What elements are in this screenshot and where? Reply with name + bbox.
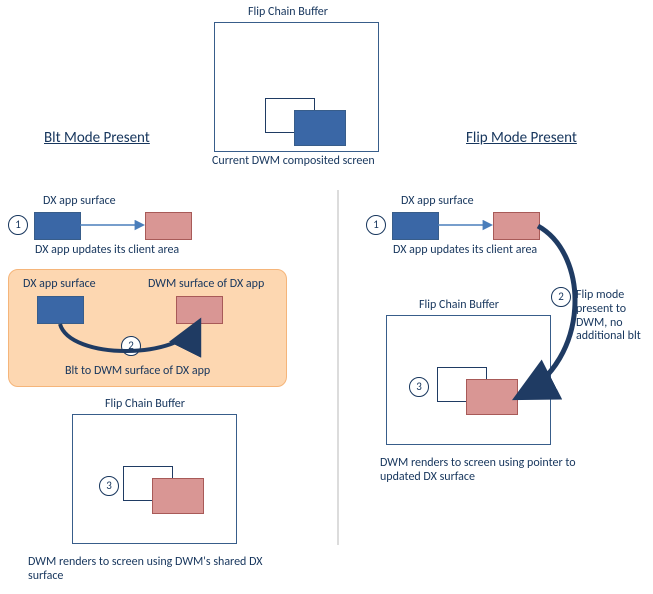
flip-heading: Flip Mode Present (466, 129, 577, 147)
blt-step2-blue (37, 296, 84, 324)
blt-step1-pink (145, 212, 192, 240)
blt-step3-circle: 3 (99, 476, 119, 496)
blt-step2-right-label: DWM surface of DX app (148, 278, 264, 292)
flip-step2-l1: Flip mode (576, 288, 624, 302)
flip-step2-l3: DWM, no (576, 316, 623, 330)
flip-step2-l2: present to (576, 302, 626, 316)
flip-step3-caption: DWM renders to screen using pointer to u… (380, 457, 615, 485)
flip-step2-caption: Flip mode present to DWM, no additional … (576, 289, 641, 344)
flip-step1-pink (493, 212, 540, 240)
flip-step1-top-label: DX app surface (401, 195, 474, 209)
blt-step2-left-label: DX app surface (23, 278, 96, 292)
top-blue-rect (294, 110, 346, 146)
blt-step1-caption: DX app updates its client area (35, 244, 179, 258)
flip-step3-title: Flip Chain Buffer (419, 299, 499, 313)
flip-step3-pink (466, 379, 518, 415)
blt-step1-top-label: DX app surface (43, 195, 116, 209)
flip-step3-circle: 3 (409, 377, 429, 397)
blt-step2-circle: 2 (121, 336, 141, 356)
blt-step3-pink (152, 478, 204, 514)
blt-step2-caption: Blt to DWM surface of DX app (65, 365, 210, 379)
flip-step1-caption: DX app updates its client area (393, 244, 537, 258)
blt-step2-pink (176, 296, 223, 324)
top-caption: Current DWM composited screen (212, 155, 375, 169)
flip-step1-circle: 1 (366, 215, 386, 235)
blt-step1-circle: 1 (8, 215, 28, 235)
blt-step1-blue (34, 212, 81, 240)
flip-step3-caption-text: DWM renders to screen using pointer to u… (380, 456, 576, 484)
blt-step3-title: Flip Chain Buffer (105, 398, 185, 412)
blt-step3-caption: DWM renders to screen using DWM's shared… (28, 556, 288, 584)
blt-step3-caption-text: DWM renders to screen using DWM's shared… (28, 555, 263, 583)
flip-step1-blue (392, 212, 439, 240)
top-flip-chain-title: Flip Chain Buffer (248, 6, 328, 20)
flip-step2-l4: additional blt (576, 329, 641, 343)
flip-step2-circle: 2 (551, 287, 571, 307)
blt-heading: Blt Mode Present (44, 129, 150, 147)
